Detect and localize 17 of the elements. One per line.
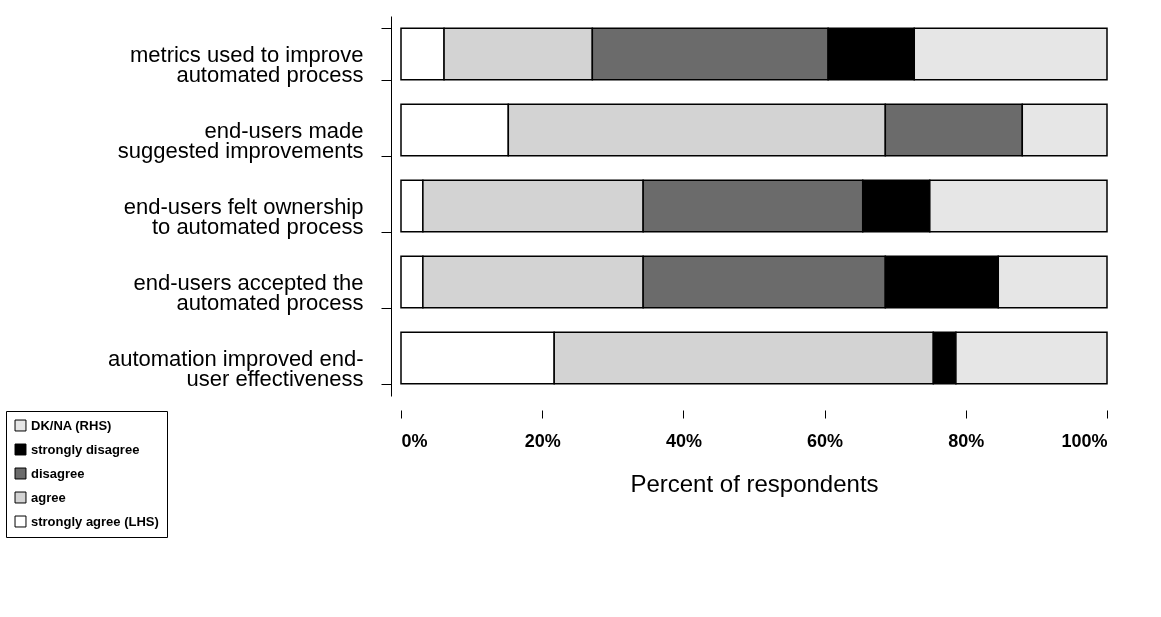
legend-label: disagree — [31, 465, 85, 481]
y-tick-label: automation improved end- user effectiveness — [107, 345, 364, 391]
legend-label: strongly disagree — [31, 441, 140, 457]
x-tick-label: 40% — [665, 430, 702, 451]
x-axis-title: Percent of respondents — [630, 469, 879, 497]
x-tick-label: 100% — [1061, 430, 1108, 451]
y-tick-label: end-users made suggested improvements — [117, 117, 364, 163]
legend-label: DK/NA (RHS) — [31, 417, 112, 433]
x-tick-label: 20% — [524, 430, 561, 451]
y-tick-label: metrics used to improve automated process — [129, 41, 364, 87]
x-tick-label: 80% — [948, 430, 985, 451]
x-tick-label: 60% — [807, 430, 844, 451]
legend-label: strongly agree (LHS) — [31, 513, 159, 529]
y-tick-label: end-users felt ownership to automated process — [123, 193, 364, 239]
legend-label: agree — [31, 489, 66, 505]
y-tick-label: end-users accepted the automated process — [133, 269, 364, 315]
x-tick-label: 0% — [401, 430, 428, 451]
